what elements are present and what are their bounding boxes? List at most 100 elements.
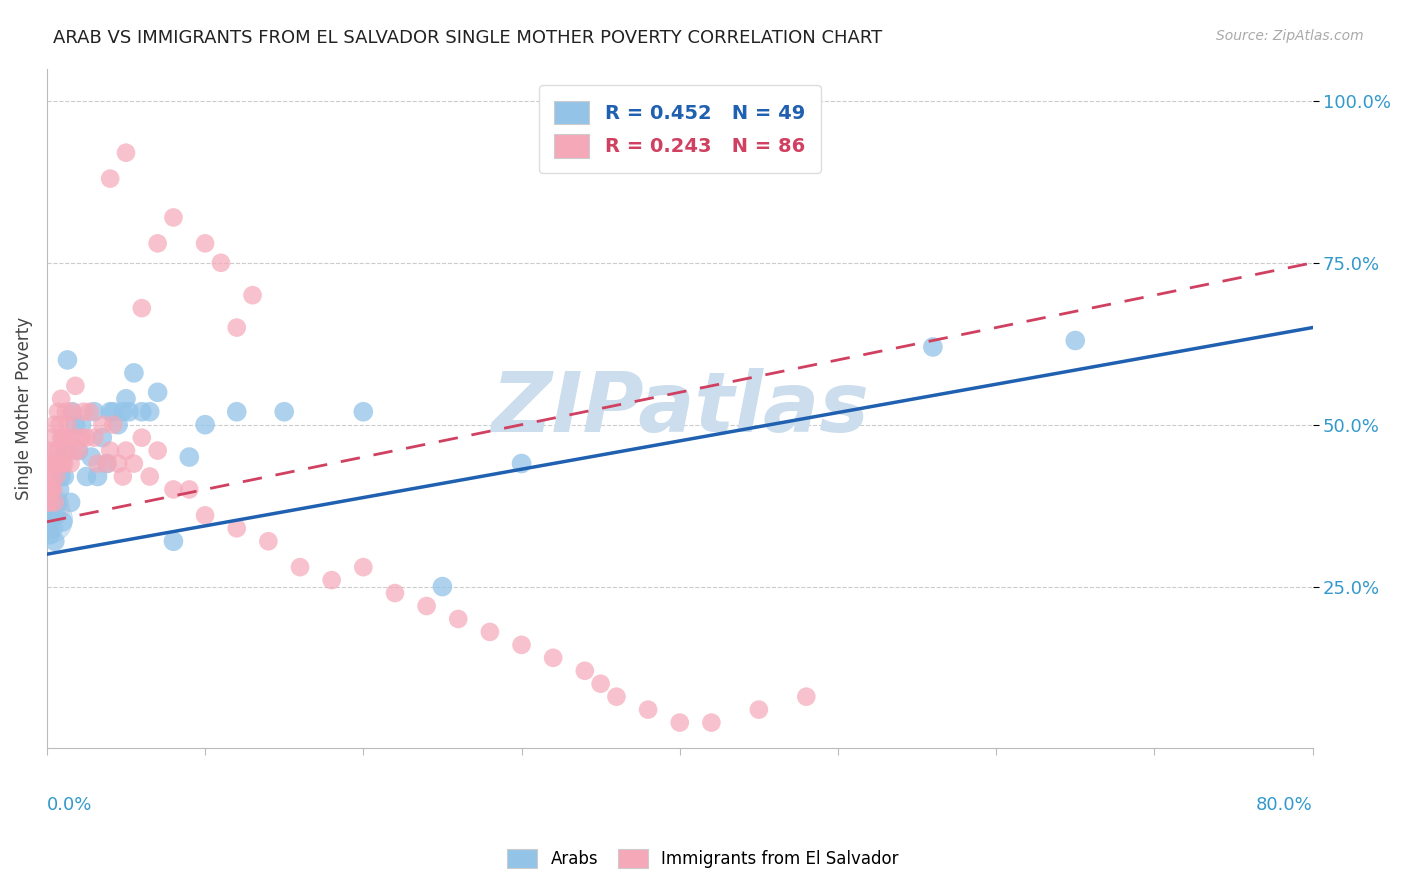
Point [39, 457, 62, 471]
Point [98, 171, 121, 186]
Point [59, 457, 82, 471]
Point [273, 405, 295, 419]
Point [67, 443, 90, 458]
Point [257, 534, 280, 549]
Point [111, 405, 134, 419]
Point [122, 457, 145, 471]
Point [510, 638, 533, 652]
Point [352, 405, 374, 419]
Point [225, 405, 247, 419]
Point [44, 495, 66, 509]
Point [86, 457, 108, 471]
Point [48, 417, 70, 432]
Point [44, 495, 66, 509]
Point [46, 405, 69, 419]
Point [447, 612, 470, 626]
Point [194, 508, 217, 523]
Point [65, 417, 87, 432]
Point [118, 405, 141, 419]
Point [41, 508, 63, 523]
Point [146, 385, 169, 400]
Point [44, 534, 66, 549]
Point [39, 501, 62, 516]
Point [39, 495, 62, 509]
Point [41, 495, 63, 509]
Point [103, 405, 125, 419]
Point [37, 499, 59, 513]
Point [432, 580, 454, 594]
Point [37, 495, 59, 509]
Point [55, 443, 77, 458]
Point [146, 236, 169, 251]
Point [45, 508, 67, 523]
Point [541, 650, 564, 665]
Point [510, 457, 533, 471]
Point [52, 457, 75, 471]
Point [86, 469, 108, 483]
Point [131, 301, 153, 315]
Point [42, 483, 65, 497]
Point [67, 443, 90, 458]
Point [39, 515, 62, 529]
Point [56, 353, 79, 368]
Point [60, 405, 83, 419]
Point [225, 320, 247, 334]
Point [45, 469, 67, 483]
Point [55, 405, 77, 419]
Point [72, 405, 94, 419]
Point [107, 457, 129, 471]
Point [352, 560, 374, 574]
Point [478, 624, 501, 639]
Point [37, 483, 59, 497]
Point [162, 211, 184, 225]
Point [41, 483, 63, 497]
Point [1064, 334, 1087, 348]
Point [37, 511, 59, 525]
Point [46, 443, 69, 458]
Point [96, 457, 118, 471]
Point [52, 431, 75, 445]
Point [70, 431, 93, 445]
Point [39, 443, 62, 458]
Point [42, 457, 65, 471]
Point [242, 288, 264, 302]
Text: ZIPatlas: ZIPatlas [491, 368, 869, 449]
Point [107, 417, 129, 432]
Point [98, 443, 121, 458]
Point [53, 457, 76, 471]
Point [131, 431, 153, 445]
Point [288, 560, 311, 574]
Point [91, 417, 114, 432]
Point [45, 443, 67, 458]
Point [179, 450, 201, 464]
Point [66, 431, 89, 445]
Point [162, 483, 184, 497]
Point [921, 340, 943, 354]
Point [83, 405, 105, 419]
Point [49, 469, 72, 483]
Point [48, 483, 70, 497]
Point [98, 405, 121, 419]
Point [44, 417, 66, 432]
Point [794, 690, 817, 704]
Text: Source: ZipAtlas.com: Source: ZipAtlas.com [1216, 29, 1364, 43]
Point [209, 256, 232, 270]
Point [60, 405, 83, 419]
Point [384, 586, 406, 600]
Y-axis label: Single Mother Poverty: Single Mother Poverty [15, 317, 32, 500]
Point [37, 508, 59, 523]
Point [111, 469, 134, 483]
Point [58, 431, 80, 445]
Point [589, 677, 612, 691]
Point [65, 379, 87, 393]
Point [79, 405, 101, 419]
Point [49, 431, 72, 445]
Legend: R = 0.452   N = 49, R = 0.243   N = 86: R = 0.452 N = 49, R = 0.243 N = 86 [538, 85, 821, 173]
Point [637, 703, 659, 717]
Point [91, 431, 114, 445]
Point [162, 534, 184, 549]
Point [700, 715, 723, 730]
Point [103, 417, 125, 432]
Point [115, 145, 138, 160]
Point [48, 457, 70, 471]
